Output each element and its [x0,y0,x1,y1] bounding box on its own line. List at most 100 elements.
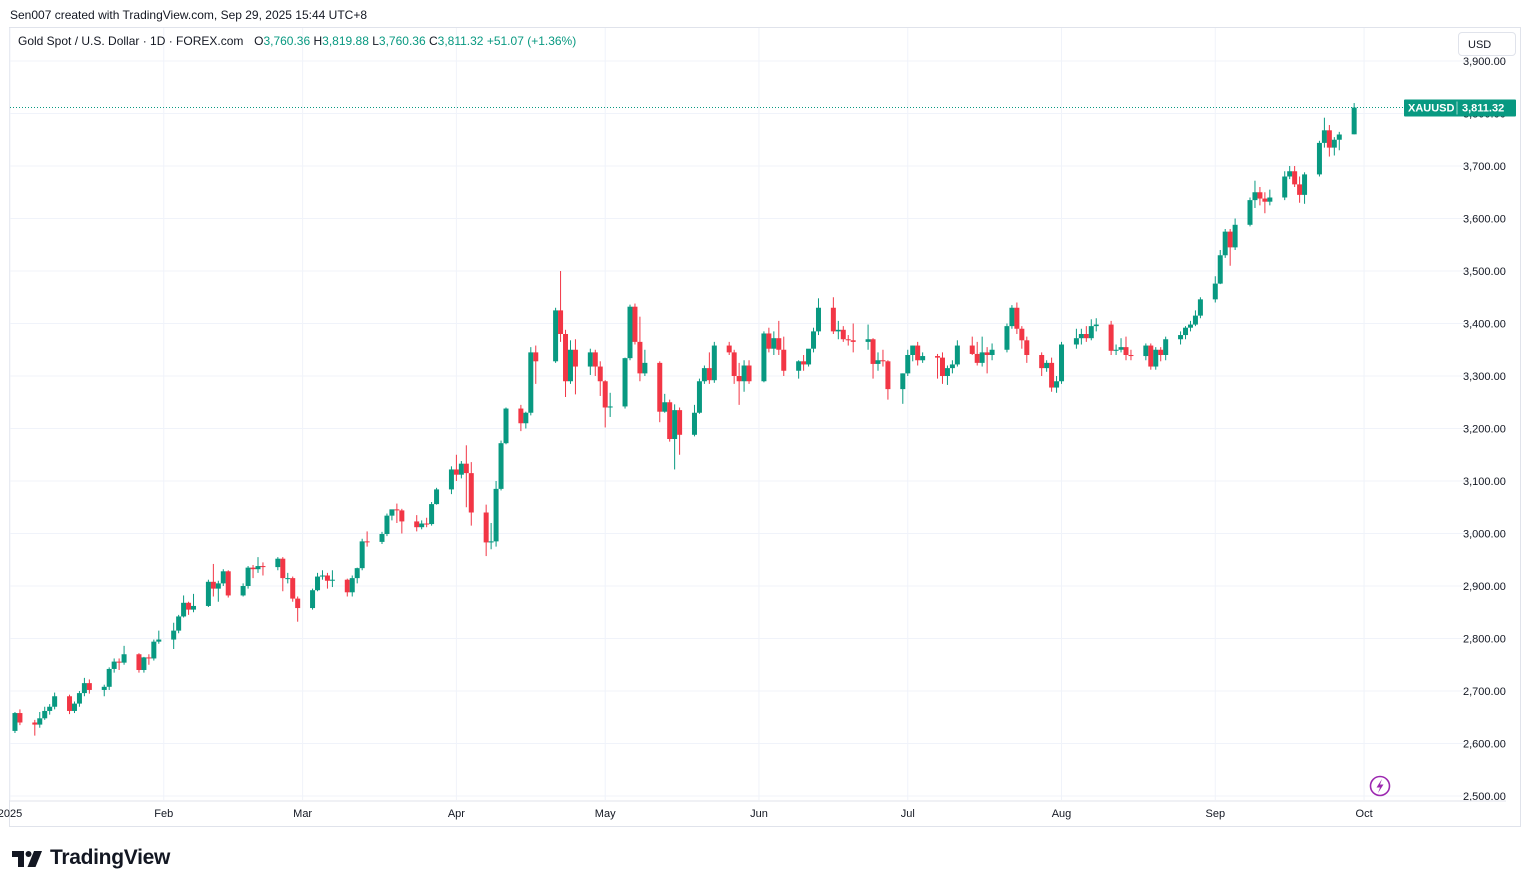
candle [905,349,911,376]
candle-body [558,310,564,334]
candle [86,679,92,694]
candle-body [1143,345,1149,357]
candle [1297,176,1303,203]
candle-body [86,683,92,690]
candle-body [315,576,321,591]
candle [310,588,316,610]
candle-body [1049,362,1055,388]
candle-body [488,541,494,543]
candle [151,639,157,661]
time-tick-label: Apr [448,808,465,820]
candle-body [746,365,752,382]
candle-body [835,329,841,332]
candle-body [448,469,454,490]
candle-body [1153,349,1159,367]
candle-body [974,353,980,363]
candle [424,517,430,528]
candle-body [419,523,425,528]
candle [736,362,742,405]
candle [503,407,509,445]
candle [17,709,23,726]
candle-body [280,558,286,579]
candle-body [101,686,107,690]
candle [1222,229,1228,258]
candle [1019,326,1025,349]
candle [205,579,211,607]
candle [920,352,926,363]
candle-body [667,402,673,439]
candle [434,487,440,505]
candle [811,327,817,353]
brand-name: TradingView [50,846,171,869]
candle-body [483,512,489,543]
candle [359,538,365,571]
candle-body [354,568,360,579]
candle-body [910,345,916,355]
candle-body [672,410,678,439]
candle [1163,336,1169,361]
candle [662,393,668,413]
candle [225,570,231,598]
high-value: 3,819.88 [322,34,369,48]
candle-body [171,630,177,640]
candle [741,360,747,392]
candle [1232,218,1238,250]
candle-body [260,566,266,568]
candle [672,404,678,470]
candle-body [766,333,772,349]
candle-body [429,504,435,525]
candle [1183,326,1189,340]
candle [563,329,569,397]
candle [1331,137,1337,156]
candle [592,349,598,376]
candle [171,622,177,649]
candle [156,630,162,644]
candle [657,361,663,423]
candle [349,575,355,597]
candle [52,692,58,710]
candle [667,399,673,442]
candle [250,565,256,579]
candle-body [414,521,420,528]
candle-body [865,339,871,342]
candle [1083,326,1089,342]
candle [761,331,767,383]
candle [602,380,608,428]
candle [1108,320,1114,355]
candle [1187,320,1193,332]
candle-body [850,340,856,342]
candle [285,572,291,584]
candle-body [285,578,291,580]
candle-body [1059,344,1065,382]
candle-body [359,541,365,569]
lightning-alert-icon[interactable] [1369,775,1391,797]
candle-body [111,661,117,669]
candle-body [1093,324,1099,327]
candle [319,570,325,580]
candle [1227,229,1233,266]
symbol-legend: Gold Spot / U.S. Dollar · 1D · FOREX.com… [18,34,576,48]
candle-body [1083,334,1089,339]
time-tick-label: Sep [1205,808,1225,820]
candle [1217,250,1223,285]
candle [463,445,469,508]
candle-body [225,571,231,596]
candle-body [1326,130,1332,148]
candle [468,462,474,526]
price-tick-label: 2,600.00 [1463,739,1506,751]
candle [1197,297,1203,319]
candle [1247,197,1253,227]
currency-button[interactable]: USD [1458,32,1516,56]
candle-body [1232,224,1238,248]
candle [324,572,330,589]
candle [498,440,504,491]
chart-grid [9,28,1506,800]
candle-body [1351,107,1357,135]
candle-body [1212,283,1218,300]
candle [1014,302,1020,334]
candle-body [607,406,613,408]
candle-body [399,510,405,522]
candle [1158,347,1164,362]
candle-body [116,661,122,663]
